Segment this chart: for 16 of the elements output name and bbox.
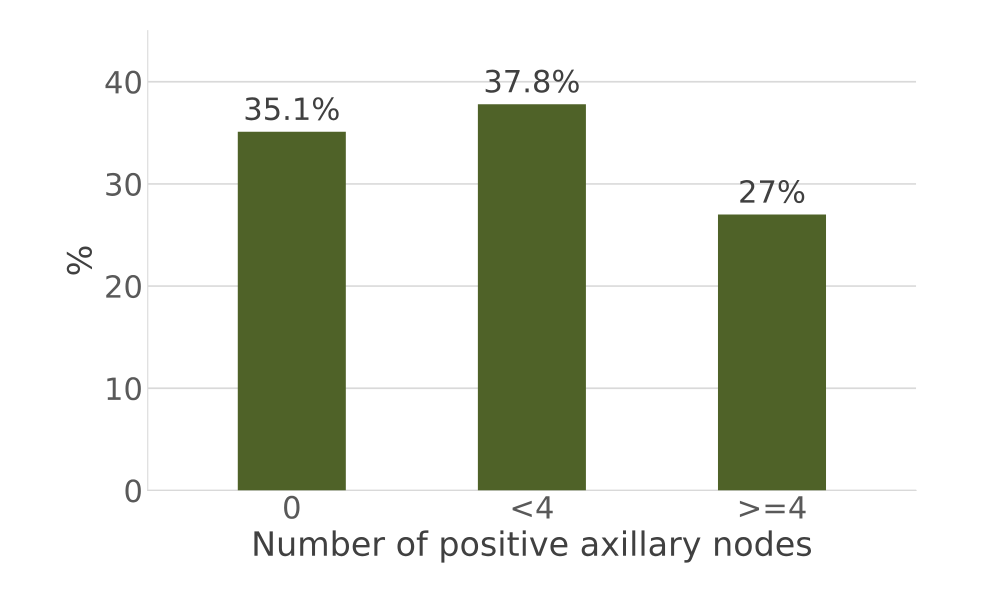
y-axis-title: % xyxy=(66,246,92,275)
y-tick-label: 40 xyxy=(106,70,141,94)
x-tick-label: 0 xyxy=(284,496,300,519)
x-tick-label: >=4 xyxy=(740,496,806,518)
data-label: 27% xyxy=(740,180,804,204)
x-tick-label: <4 xyxy=(512,496,553,518)
bar xyxy=(478,104,586,490)
x-axis-title: Number of positive axillary nodes xyxy=(254,530,812,563)
bar xyxy=(238,132,346,490)
data-label: 37.8% xyxy=(486,70,579,93)
y-tick-label: 0 xyxy=(125,479,141,502)
y-tick-label: 20 xyxy=(106,274,141,298)
data-label: 35.1% xyxy=(246,97,339,120)
y-tick-label: 10 xyxy=(107,377,141,400)
y-tick-label: 30 xyxy=(106,172,141,196)
bar xyxy=(718,214,826,490)
